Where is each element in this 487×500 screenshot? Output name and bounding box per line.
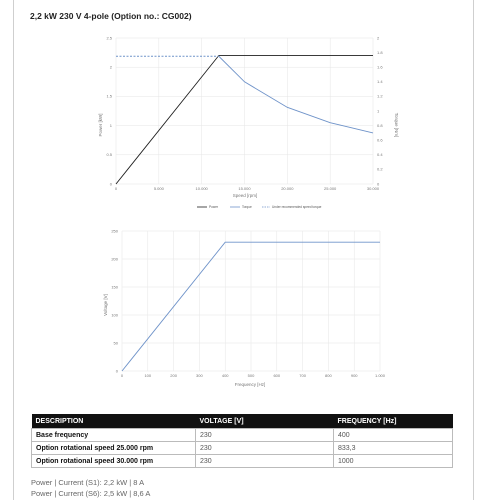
x-tick-label: 400 (222, 373, 229, 378)
y2-tick-label: 1.2 (377, 94, 383, 99)
x-tick-label: 1.000 (375, 373, 386, 378)
x-tick-label: 0 (115, 186, 118, 191)
footnote-s6: Power | Current (S6): 2,5 kW | 8,6 A (31, 489, 151, 498)
y-tick-label: 50 (114, 340, 119, 345)
row-description: Base frequency (31, 428, 196, 442)
table-row: Base frequency 230 400 (31, 428, 453, 442)
x-tick-label: 10.000 (196, 186, 209, 191)
y-tick-label: 200 (111, 256, 118, 261)
series-line-power (115, 55, 373, 185)
row-frequency: 1000 (333, 454, 453, 468)
y-tick-label: 1 (110, 123, 113, 128)
header-voltage: VOLTAGE [V] (195, 414, 334, 429)
row-voltage: 230 (195, 454, 334, 468)
y-tick-label: 0 (116, 368, 119, 373)
page-title: 2,2 kW 230 V 4-pole (Option no.: CG002) (30, 11, 192, 21)
table-header-row: DESCRIPTION VOLTAGE [V] FREQUENCY [Hz] (31, 414, 453, 429)
voltage-axis-label: Voltage [V] (103, 294, 108, 316)
frame-right-edge (473, 0, 474, 500)
chart-legend: Power Torque Under recommended speed tor… (197, 205, 322, 209)
x-tick-label: 200 (170, 373, 177, 378)
legend-dashed-label: Under recommended speed torque (272, 205, 322, 209)
x-tick-label: 0 (121, 373, 124, 378)
torque-axis-label: Torque [Nm] (394, 113, 399, 138)
x-tick-label: 25.000 (324, 186, 337, 191)
row-voltage: 230 (195, 441, 334, 455)
frame-left-edge (13, 0, 14, 500)
y-tick-label: 2 (110, 65, 113, 70)
y-tick-label: 150 (111, 284, 118, 289)
x-tick-label: 900 (351, 373, 358, 378)
row-frequency: 833,3 (333, 441, 453, 455)
x-tick-label: 30.000 (367, 186, 380, 191)
y-tick-label: 0.5 (106, 152, 112, 157)
row-description: Option rotational speed 30.000 rpm (31, 454, 196, 468)
power-torque-chart: 0 0.5 1 1.5 2 2.5 0 0.2 0.4 0.6 0.8 1 1.2 1.4 1.6 1.8 2… (98, 35, 399, 209)
y2-tick-label: 1.6 (377, 65, 383, 70)
table-row: Option rotational speed 25.000 rpm 230 8… (31, 441, 453, 455)
x-tick-label: 700 (299, 373, 306, 378)
y-tick-label: 1.5 (106, 94, 112, 99)
x-tick-label: 100 (144, 373, 151, 378)
y2-tick-label: 0.4 (377, 152, 383, 157)
y-tick-label: 0 (110, 181, 113, 186)
y2-tick-label: 0.6 (377, 138, 383, 143)
series-line-torque (218, 55, 374, 134)
y2-tick-label: 0.2 (377, 167, 383, 172)
y2-tick-label: 0.8 (377, 123, 383, 128)
x-tick-label: 800 (325, 373, 332, 378)
legend-torque-label: Torque (242, 205, 252, 209)
frequency-axis-label: Frequency [Hz] (235, 382, 266, 387)
x-tick-label: 500 (248, 373, 255, 378)
x-tick-label: 15.000 (238, 186, 251, 191)
speed-axis-label: Speed [rpm] (233, 193, 258, 198)
y-tick-label: 100 (111, 312, 118, 317)
x-tick-label: 5.000 (154, 186, 165, 191)
y2-tick-label: 1 (377, 108, 380, 113)
row-frequency: 400 (333, 428, 453, 442)
y2-tick-label: 1.8 (377, 50, 383, 55)
x-tick-label: 600 (273, 373, 280, 378)
x-tick-label: 300 (196, 373, 203, 378)
y-tick-label: 250 (111, 228, 118, 233)
x-tick-label: 20.000 (281, 186, 294, 191)
y-tick-label: 2.5 (106, 35, 112, 40)
y2-tick-label: 0 (377, 181, 380, 186)
header-description: DESCRIPTION (31, 414, 196, 429)
series-line-voltage (121, 241, 380, 372)
footnote-s1: Power | Current (S1): 2,2 kW | 8 A (31, 478, 145, 487)
y2-tick-label: 2 (377, 35, 380, 40)
legend-power-label: Power (209, 205, 219, 209)
spec-table: DESCRIPTION VOLTAGE [V] FREQUENCY [Hz] B… (31, 414, 453, 468)
power-axis-label: Power [kW] (98, 113, 103, 136)
row-description: Option rotational speed 25.000 rpm (31, 441, 196, 455)
voltage-frequency-chart: 0 50 100 150 200 250 0 100 200 300 400 500 600 700 80… (103, 228, 386, 387)
header-frequency: FREQUENCY [Hz] (333, 414, 453, 429)
y2-tick-label: 1.4 (377, 79, 383, 84)
table-row: Option rotational speed 30.000 rpm 230 1… (31, 454, 453, 468)
row-voltage: 230 (195, 428, 334, 442)
